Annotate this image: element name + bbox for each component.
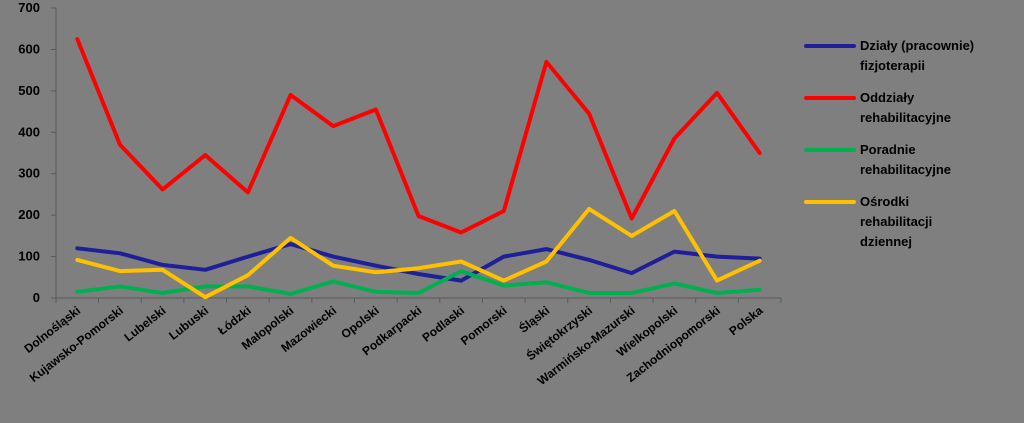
series-line-4 [75,206,762,300]
y-tick-label: 400 [18,124,40,139]
x-tick-label: Lubuski [166,303,211,342]
series-line-2 [75,37,762,235]
x-tick-label: Polska [726,303,765,338]
y-tick-label: 0 [33,290,40,305]
legend-label: Oddziały rehabilitacyjne [860,90,951,125]
legend-label: Działy (pracownie) fizjoterapii [860,38,974,73]
y-tick-label: 600 [18,41,40,56]
legend-label: Poradnie rehabilitacyjne [860,142,951,177]
y-tick-label: 200 [18,207,40,222]
y-tick-label: 500 [18,83,40,98]
x-tick-label: Lubelski [121,303,168,344]
legend-entry: Poradnie rehabilitacyjne [804,142,951,177]
chart-axes: 0100200300400500600700DolnośląskiKujawsk… [18,0,782,388]
y-tick-label: 700 [18,0,40,15]
x-tick-label: Pomorski [458,303,510,348]
y-tick-label: 100 [18,249,40,264]
legend-entry: Działy (pracownie) fizjoterapii [804,38,974,73]
x-tick-label: Śląski [516,303,553,336]
legend: Działy (pracownie) fizjoterapii Oddziały re… [804,38,974,249]
x-tick-label: Łódzki [215,303,254,337]
y-tick-label: 300 [18,166,40,181]
legend-entry: Oddziały rehabilitacyjne [804,90,951,125]
series-layer [75,37,762,300]
series-line-1 [75,242,762,283]
legend-entry: Ośrodki rehabilitacji dziennej [804,194,932,249]
legend-label: Ośrodki rehabilitacji dziennej [860,194,932,249]
